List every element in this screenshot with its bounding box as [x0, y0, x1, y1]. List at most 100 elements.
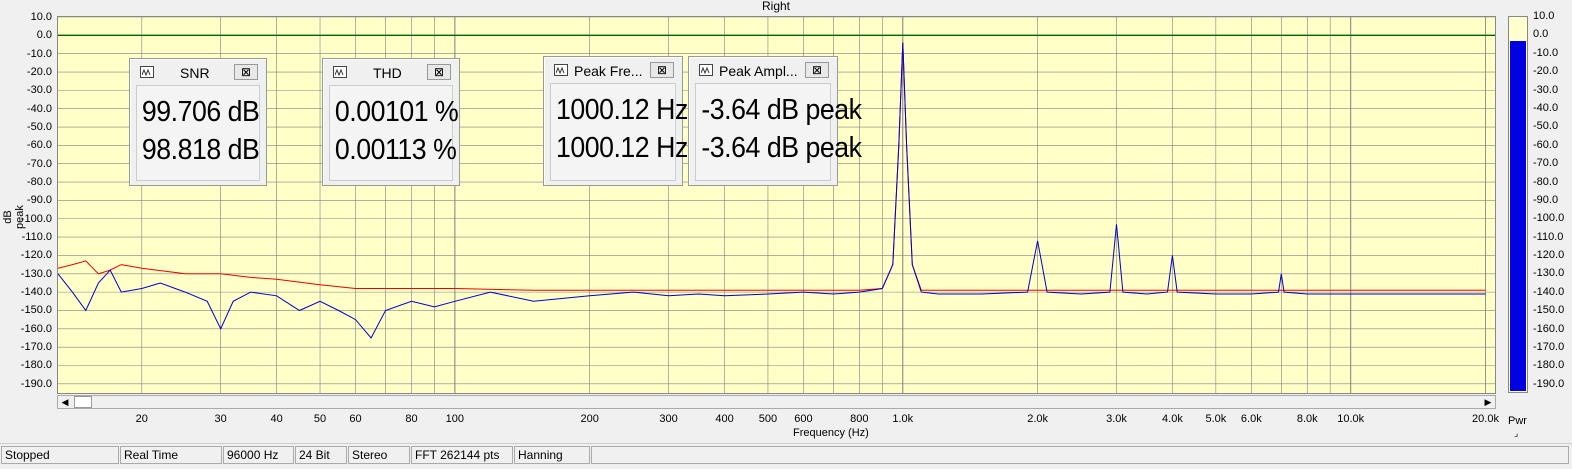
power-tick-label: -190.0 [1533, 377, 1565, 390]
power-tick-label: -30.0 [1533, 83, 1559, 96]
meter-body: 0.00101 % 0.00113 % [329, 85, 459, 181]
power-tick-label: -50.0 [1533, 120, 1559, 133]
status-mode: Real Time [120, 446, 222, 464]
x-tick-label: 8.0k [1296, 413, 1318, 425]
meter-icon [699, 64, 713, 76]
meter-value-2: 0.00113 % [334, 134, 457, 166]
power-tick-label: -120.0 [1533, 249, 1565, 262]
power-tick-label: -160.0 [1533, 322, 1565, 335]
power-tick-label: -150.0 [1533, 304, 1565, 317]
meter-body: 1000.12 Hz 1000.12 Hz [550, 83, 688, 181]
power-tick-label: -110.0 [1533, 230, 1564, 243]
close-icon[interactable]: ⊠ [427, 64, 451, 80]
x-tick-label: 800 [850, 413, 869, 425]
y-tick-label: -150.0 [20, 304, 52, 317]
meter-title: Peak Ampl... [719, 63, 798, 79]
status-fft-size: FFT 262144 pts [411, 446, 513, 464]
x-tick-label: 50 [313, 413, 327, 425]
meter-header[interactable]: SNR ⊠ [134, 63, 262, 81]
meter-icon [554, 64, 568, 76]
status-sample-rate: 96000 Hz [223, 446, 294, 464]
meter-value-1: 99.706 dB [141, 96, 260, 128]
meter-title: Peak Fre... [574, 63, 642, 79]
meter-value-1: 1000.12 Hz [555, 94, 688, 126]
y-tick-label: 10.0 [30, 11, 52, 23]
resize-grip-icon[interactable]: ⌟ [1514, 428, 1519, 438]
meter-header[interactable]: THD ⊠ [327, 63, 455, 81]
y-tick-label: -140.0 [20, 286, 52, 299]
y-tick-label: -10.0 [26, 47, 52, 60]
y-tick-label: -40.0 [26, 102, 52, 115]
status-bit-depth: 24 Bit [295, 446, 347, 464]
peak-amplitude-meter[interactable]: Peak Ampl... ⊠ -3.64 dB peak -3.64 dB pe… [688, 56, 862, 186]
meter-header[interactable]: Peak Ampl... ⊠ [693, 61, 833, 79]
power-tick-label: -140.0 [1533, 285, 1565, 298]
status-window: Hanning [514, 446, 590, 464]
x-tick-label: 100 [445, 413, 465, 425]
status-state: Stopped [1, 446, 119, 464]
meter-body: 99.706 dB 98.818 dB [136, 85, 260, 181]
power-meter-label: Pwr [1508, 415, 1527, 427]
y-tick-label: -60.0 [26, 139, 52, 152]
scroll-thumb[interactable] [74, 396, 92, 408]
x-tick-label: 400 [715, 413, 734, 425]
meter-body: -3.64 dB peak -3.64 dB peak [695, 83, 862, 181]
power-tick-label: -70.0 [1533, 157, 1559, 170]
power-tick-label: -60.0 [1533, 138, 1559, 151]
power-tick-label: -100.0 [1533, 212, 1565, 225]
y-tick-label: -190.0 [20, 377, 52, 390]
y-tick-label: -90.0 [26, 194, 52, 207]
x-tick-label: 4.0k [1162, 413, 1183, 425]
power-meter-fill [1510, 41, 1526, 391]
power-tick-label: -130.0 [1533, 267, 1565, 280]
power-tick-label: -80.0 [1533, 175, 1559, 188]
y-tick-label: -110.0 [21, 231, 52, 244]
power-tick-label: 0.0 [1533, 28, 1549, 41]
x-tick-label: 20 [135, 413, 148, 425]
x-tick-label: 60 [349, 413, 362, 425]
x-tick-label: 6.0k [1240, 413, 1262, 425]
y-tick-label: -70.0 [26, 157, 52, 170]
peak-frequency-meter[interactable]: Peak Fre... ⊠ 1000.12 Hz 1000.12 Hz [543, 56, 688, 186]
chart-title: Right [761, 0, 790, 13]
y-tick-label: -170.0 [20, 341, 52, 354]
x-tick-label: 40 [270, 413, 283, 425]
y-tick-label: -130.0 [20, 267, 52, 280]
y-tick-label: 0.0 [36, 29, 52, 42]
x-tick-label: 20.0k [1472, 413, 1499, 425]
close-icon[interactable]: ⊠ [650, 62, 674, 78]
x-tick-label: 1.0k [892, 413, 914, 425]
y-axis-label: dB peak [2, 205, 26, 229]
x-tick-label: 10.0k [1337, 413, 1365, 425]
status-channels: Stereo [348, 446, 410, 464]
meter-icon [140, 66, 154, 78]
meter-header[interactable]: Peak Fre... ⊠ [548, 61, 678, 79]
y-tick-label: -100.0 [20, 212, 52, 225]
y-tick-label: -30.0 [26, 84, 52, 97]
x-axis-label: Frequency (Hz) [793, 427, 869, 439]
x-tick-label: 600 [794, 413, 813, 425]
power-tick-label: -90.0 [1533, 193, 1559, 206]
y-tick-label: -80.0 [26, 176, 52, 189]
x-tick-label: 300 [659, 413, 678, 425]
power-tick-label: -20.0 [1533, 65, 1559, 78]
y-tick-label: -20.0 [26, 66, 52, 79]
horizontal-scrollbar[interactable]: ◀ ▶ [57, 395, 1496, 409]
close-icon[interactable]: ⊠ [234, 64, 258, 80]
blue-series-line [58, 42, 1486, 339]
meter-value-1: 0.00101 % [334, 96, 459, 128]
power-tick-label: -10.0 [1533, 46, 1559, 59]
meter-value-2: -3.64 dB peak [701, 132, 862, 164]
snr-meter[interactable]: SNR ⊠ 99.706 dB 98.818 dB [129, 58, 267, 186]
x-tick-label: 200 [580, 413, 599, 425]
x-tick-label: 5.0k [1205, 413, 1227, 425]
y-tick-label: -160.0 [20, 322, 52, 335]
y-tick-label: -120.0 [20, 249, 52, 262]
power-tick-label: -170.0 [1533, 341, 1565, 354]
close-icon[interactable]: ⊠ [805, 62, 829, 78]
thd-meter[interactable]: THD ⊠ 0.00101 % 0.00113 % [322, 58, 460, 186]
x-tick-label: 30 [214, 413, 227, 425]
scroll-right-button[interactable]: ▶ [1481, 396, 1495, 408]
meter-value-2: 98.818 dB [141, 134, 260, 166]
scroll-left-button[interactable]: ◀ [58, 396, 72, 408]
